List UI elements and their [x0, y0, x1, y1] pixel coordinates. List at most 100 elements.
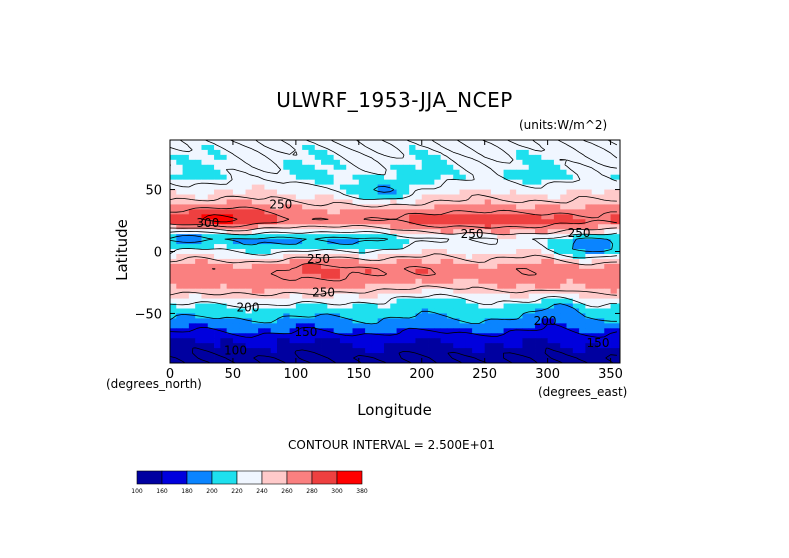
heatmap-cell [170, 348, 177, 354]
heatmap-cell [528, 234, 536, 240]
heatmap-cell [201, 244, 209, 250]
heatmap-cell [195, 343, 202, 349]
heatmap-cell [283, 273, 290, 280]
heatmap-cell [497, 353, 504, 359]
heatmap-cell [535, 288, 542, 295]
heatmap-cell [383, 164, 391, 171]
heatmap-cell [295, 144, 303, 151]
heatmap-cell [572, 140, 580, 146]
heatmap-cell [440, 328, 448, 334]
heatmap-cell [579, 154, 586, 161]
heatmap-cell [516, 278, 523, 285]
heatmap-cell [409, 288, 416, 295]
heatmap-cell [314, 293, 322, 299]
heatmap-cell [283, 348, 290, 354]
heatmap-cell [553, 204, 561, 210]
heatmap-cell [226, 249, 234, 255]
heatmap-cell [371, 174, 379, 181]
heatmap-cell [553, 140, 561, 146]
heatmap-cell [346, 283, 353, 290]
heatmap-cell [428, 144, 435, 151]
heatmap-cell [358, 249, 366, 255]
heatmap-cell [497, 209, 504, 215]
heatmap-cell [497, 313, 504, 319]
heatmap-cell [226, 229, 234, 235]
heatmap-cell [522, 348, 530, 354]
heatmap-cell [176, 263, 183, 270]
heatmap-cell [553, 174, 561, 181]
heatmap-cell [258, 328, 265, 334]
heatmap-cell [497, 194, 504, 200]
heatmap-cell [327, 283, 335, 290]
heatmap-cell [239, 174, 246, 181]
heatmap-cell [371, 164, 379, 171]
heatmap-cell [352, 199, 360, 205]
heatmap-cell [465, 358, 473, 363]
heatmap-cell [522, 154, 530, 161]
heatmap-cell [604, 343, 611, 349]
heatmap-cell [195, 184, 202, 190]
heatmap-cell [207, 293, 215, 299]
heatmap-cell [484, 318, 492, 324]
heatmap-cell [251, 189, 259, 195]
heatmap-cell [503, 343, 511, 349]
heatmap-cell [302, 273, 309, 280]
heatmap-cell [553, 154, 561, 161]
heatmap-cell [346, 144, 353, 151]
heatmap-cell [484, 234, 492, 240]
heatmap-cell [409, 273, 416, 280]
heatmap-cell [220, 318, 228, 324]
heatmap-cell [465, 263, 473, 270]
heatmap-cell [478, 234, 486, 240]
heatmap-cell [182, 140, 190, 146]
y-tick-label: −50 [135, 307, 162, 322]
heatmap-cell [226, 204, 234, 210]
colorbar-swatch [161, 470, 188, 485]
heatmap-cell [258, 303, 265, 309]
heatmap-cell [497, 229, 504, 235]
contour-label: 100 [224, 344, 247, 358]
heatmap-cell [535, 358, 542, 363]
heatmap-cell [339, 333, 347, 339]
heatmap-cell [440, 189, 448, 195]
heatmap-cell [497, 348, 504, 354]
heatmap-cell [276, 214, 284, 220]
heatmap-cell [182, 219, 190, 225]
heatmap-cell [283, 159, 290, 166]
heatmap-cell [182, 268, 190, 275]
heatmap-cell [270, 244, 278, 250]
heatmap-cell [478, 169, 486, 176]
heatmap-cell [516, 219, 523, 225]
heatmap-cell [258, 154, 265, 161]
heatmap-cell [314, 253, 322, 260]
heatmap-cell [484, 298, 492, 304]
heatmap-cell [346, 303, 353, 309]
heatmap-cell [220, 149, 228, 156]
heatmap-cell [352, 338, 360, 344]
heatmap-cell [333, 144, 341, 151]
heatmap-cell [591, 189, 599, 195]
heatmap-cell [446, 258, 454, 265]
heatmap-cell [226, 333, 234, 339]
heatmap-cell [220, 328, 228, 334]
heatmap-cell [226, 268, 234, 275]
heatmap-cell [490, 288, 498, 295]
heatmap-cell [402, 293, 410, 299]
heatmap-cell [201, 313, 209, 319]
heatmap-cell [264, 263, 272, 270]
heatmap-cell [465, 244, 473, 250]
heatmap-cell [377, 288, 385, 295]
heatmap-cell [377, 149, 385, 156]
heatmap-cell [396, 273, 404, 280]
heatmap-cell [409, 278, 416, 285]
heatmap-cell [604, 323, 611, 329]
heatmap-cell [453, 278, 460, 285]
heatmap-cell [226, 298, 234, 304]
heatmap-cell [201, 328, 209, 334]
heatmap-cell [276, 318, 284, 324]
heatmap-cell [276, 343, 284, 349]
heatmap-cell [251, 154, 259, 161]
heatmap-cell [566, 204, 574, 210]
heatmap-cell [232, 229, 240, 235]
heatmap-cell [214, 140, 221, 146]
